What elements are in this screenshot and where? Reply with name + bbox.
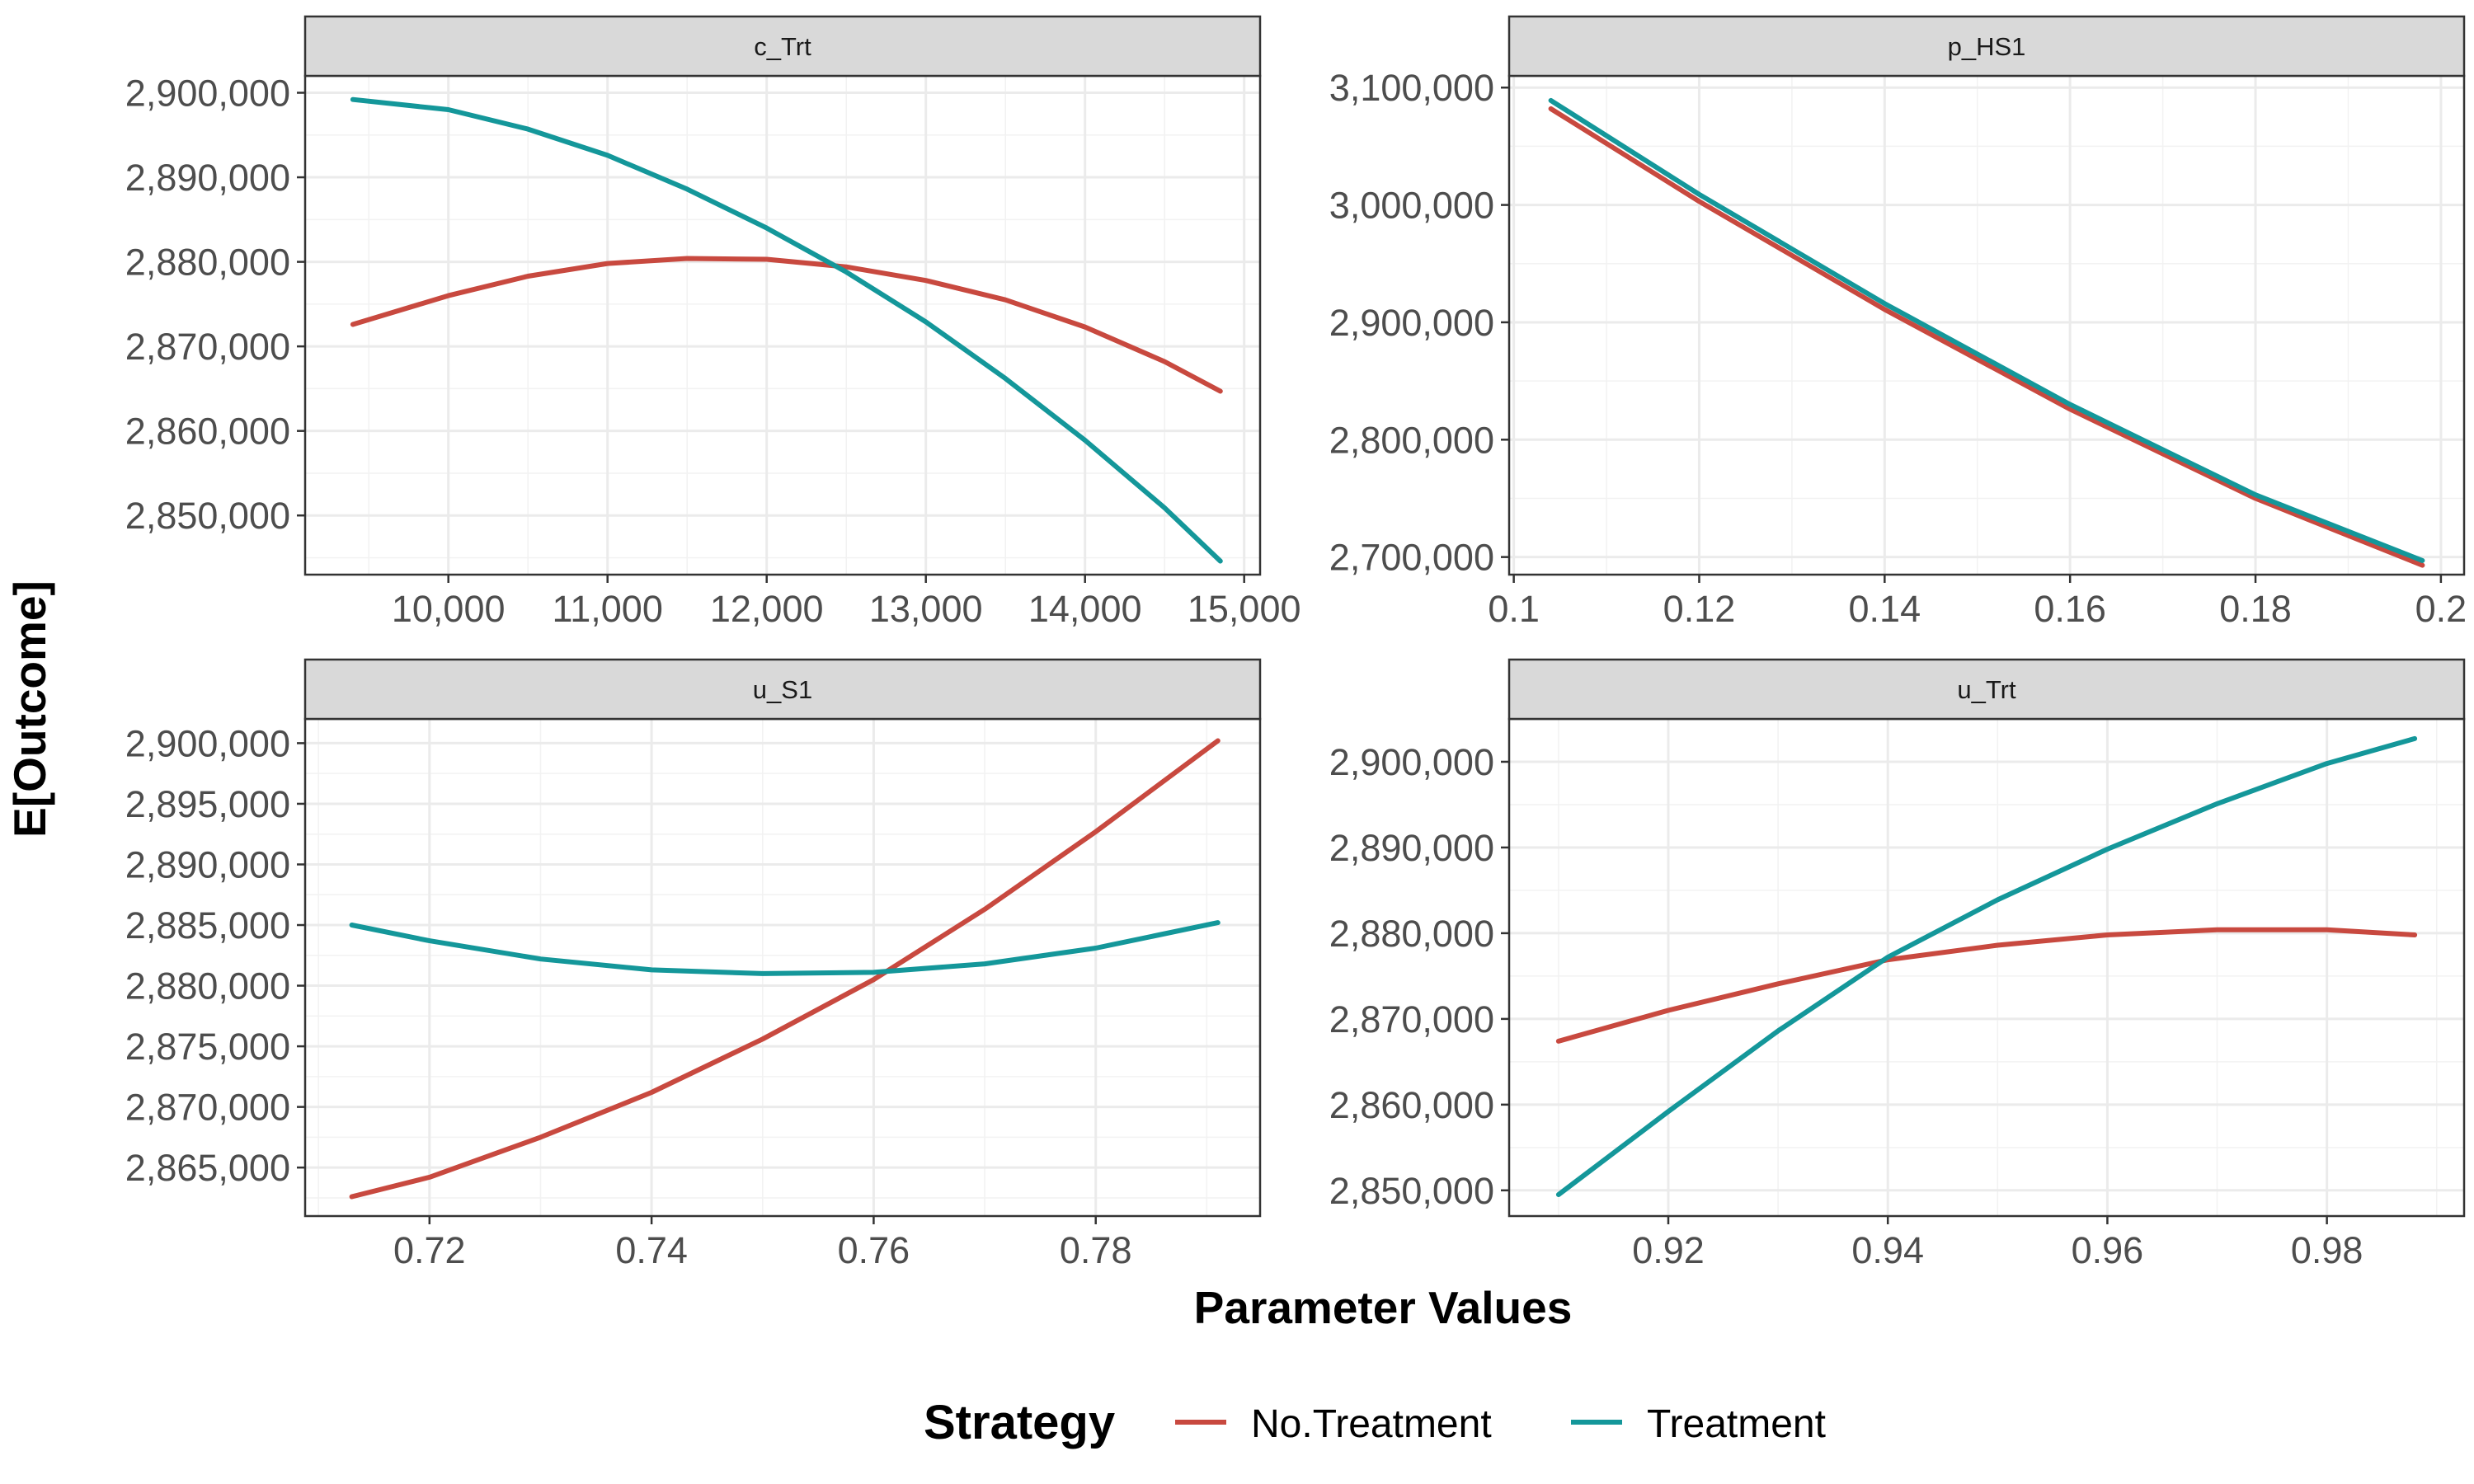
x-tick-label: 10,000 [392,588,506,630]
x-tick-label: 13,000 [869,588,983,630]
x-tick-label: 0.96 [2072,1229,2144,1271]
y-tick-label: 2,700,000 [1329,537,1494,579]
series-line-no-treatment [350,256,1223,394]
x-tick-label: 0.74 [615,1229,688,1271]
y-tick-label: 2,890,000 [125,843,290,885]
y-tick-label: 3,000,000 [1329,185,1494,227]
facet-strip-label: u_Trt [1957,675,2016,704]
x-tick-label: 0.2 [2415,588,2467,630]
legend-title: Strategy [924,1396,1115,1449]
facet-strip [303,15,1262,77]
facet-panel-p_HS1: p_HS1 2,700,000 2,800,000 2,900,000 3,000,00… [1329,15,2467,630]
y-tick-label: 2,900,000 [1329,741,1494,783]
y-tick-label: 2,865,000 [125,1147,290,1189]
y-tick-label: 2,860,000 [125,411,290,453]
x-tick-label: 0.98 [2291,1229,2363,1271]
x-tick-label: 0.78 [1060,1229,1132,1271]
x-tick-label: 0.16 [2034,588,2106,630]
y-tick-label: 2,850,000 [125,495,290,537]
y-tick-label: 2,890,000 [125,157,290,199]
x-tick-label: 0.92 [1632,1229,1705,1271]
y-tick-label: 2,860,000 [1329,1084,1494,1126]
panel-background [305,76,1260,575]
legend-label: Treatment [1647,1402,1826,1446]
x-tick-label: 14,000 [1028,588,1142,630]
y-tick-label: 2,900,000 [125,73,290,115]
facet-panel-u_S1: u_S1 2,865,000 2,870,000 2,875,000 2,880,000… [125,658,1262,1271]
facet-strip [1507,658,2466,721]
facet-strip-label: u_S1 [753,675,812,704]
x-tick-label: 12,000 [710,588,824,630]
series-line-no-treatment [349,738,1221,1200]
y-tick-label: 2,885,000 [125,904,290,946]
y-tick-label: 2,895,000 [125,783,290,825]
y-tick-label: 2,870,000 [125,1087,290,1129]
y-tick-label: 2,800,000 [1329,419,1494,461]
y-tick-label: 2,900,000 [1329,302,1494,344]
series-line-treatment [349,920,1221,976]
facet-panel-c_Trt: c_Trt 2,850,000 2,860,000 2,870,000 2,880,00… [125,15,1301,630]
facet-strip [303,658,1262,721]
x-tick-label: 0.94 [1851,1229,1924,1271]
series-line-treatment [1555,735,2418,1197]
series-line-treatment [350,96,1223,564]
x-tick-label: 0.76 [838,1229,910,1271]
facet-strip-label: p_HS1 [1948,32,2026,61]
x-tick-label: 0.72 [393,1229,466,1271]
x-axis-title: Parameter Values [1194,1282,1573,1333]
x-tick-label: 0.14 [1849,588,1921,630]
y-tick-label: 2,880,000 [125,965,290,1007]
x-tick-label: 11,000 [553,588,663,630]
panel-background [305,719,1260,1216]
y-tick-label: 2,875,000 [125,1026,290,1068]
y-axis-title: E[Outcome] [4,580,55,838]
legend-label: No.Treatment [1251,1402,1492,1446]
facet-panels: c_Trt 2,850,000 2,860,000 2,870,000 2,880,00… [125,15,2467,1271]
x-tick-label: 0.12 [1663,588,1736,630]
series-line-treatment [1548,97,2425,563]
y-tick-label: 2,880,000 [1329,913,1494,955]
facet-panel-u_Trt: u_Trt 2,850,000 2,860,000 2,870,000 2,880,00… [1329,658,2466,1271]
y-tick-label: 2,870,000 [125,326,290,368]
x-tick-label: 15,000 [1188,588,1301,630]
x-tick-label: 0.18 [2219,588,2292,630]
y-tick-label: 3,100,000 [1329,67,1494,109]
x-tick-label: 0.1 [1488,588,1540,630]
panel-background [1509,76,2464,575]
y-tick-label: 2,900,000 [125,722,290,764]
series-line-no-treatment [1548,106,2425,568]
y-tick-label: 2,890,000 [1329,827,1494,869]
facet-strip [1507,15,2466,77]
y-tick-label: 2,850,000 [1329,1170,1494,1212]
y-tick-label: 2,870,000 [1329,998,1494,1040]
facet-strip-label: c_Trt [754,32,811,61]
legend: Strategy No.Treatment Treatment [924,1396,1826,1449]
panel-background [1509,719,2464,1216]
y-tick-label: 2,880,000 [125,242,290,284]
series-line-no-treatment [1555,927,2418,1044]
